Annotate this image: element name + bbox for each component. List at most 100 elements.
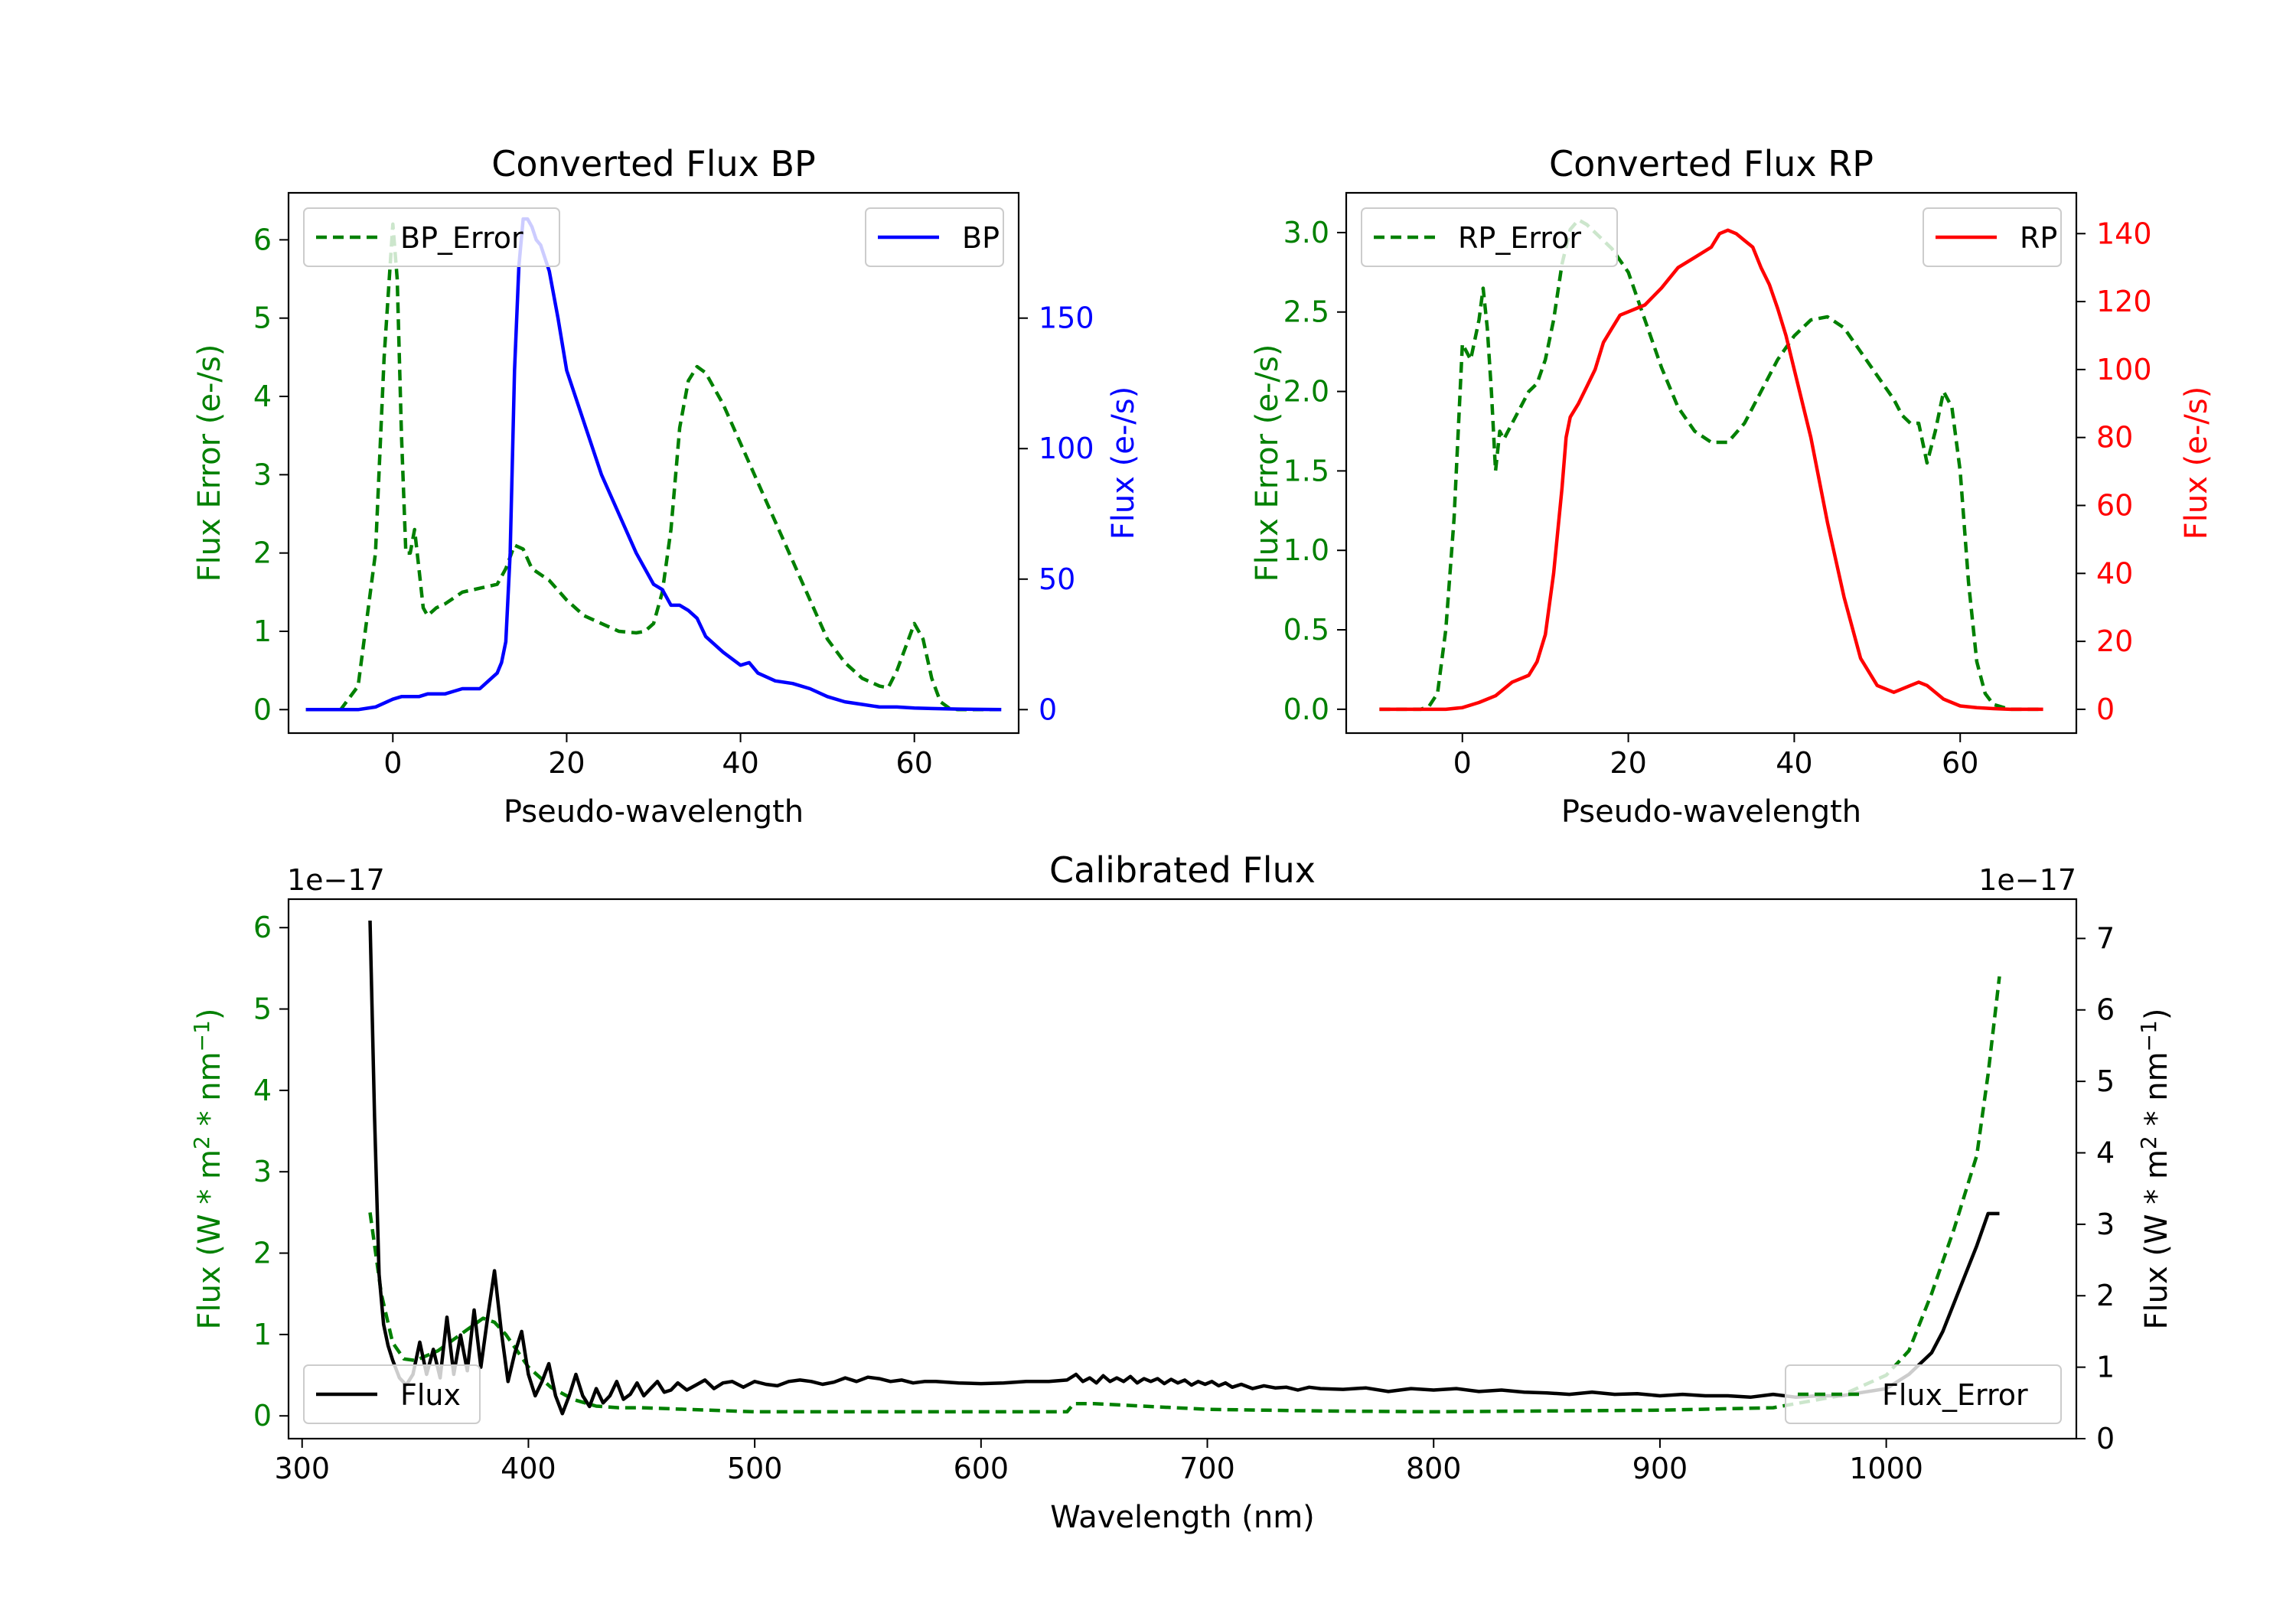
calibrated-series-group [368, 920, 2001, 1416]
y-left-tick-label: 0.0 [1283, 693, 1329, 726]
y-right-tick-label: 20 [2096, 624, 2133, 658]
y-left-tick-label: 3 [253, 458, 272, 491]
calibrated-title: Calibrated Flux [1049, 849, 1316, 891]
y-right-axis-label: Flux (W * m2 * nm−1) [2136, 1009, 2174, 1330]
legend-flux: Flux [303, 1364, 481, 1424]
y-left-tick-label: 6 [253, 223, 272, 256]
y-label-part: −1 [189, 1020, 214, 1051]
legend-label: Flux [400, 1378, 461, 1412]
rp-chart: 0 20 40 60 Pseudo-wavelength 0.0 0.5 1.0 1.5 2.0 2… [1250, 143, 2214, 830]
series-rp-error-line [1379, 218, 2043, 712]
rp-series-group [1379, 218, 2043, 712]
y-right-tick-label: 40 [2096, 556, 2133, 590]
rp-title: Converted Flux RP [1549, 143, 1874, 184]
legend-box [303, 207, 560, 267]
y-left-tick-label: 0.5 [1283, 613, 1329, 647]
y-right-tick-label: 150 [1039, 302, 1094, 335]
x-tick-label: 0 [383, 746, 402, 780]
x-tick-label: 1000 [1849, 1452, 1923, 1485]
y-label-part: ) [192, 1009, 227, 1021]
x-tick-label: 60 [896, 746, 933, 780]
y-left-tick-label: 0 [253, 1399, 272, 1433]
y-left-tick-label: 1.5 [1283, 454, 1329, 487]
series-flux-line [368, 920, 2000, 1416]
x-tick-label: 60 [1942, 746, 1978, 780]
rp-frame [1345, 191, 2078, 735]
y-right-tick-label: 2 [2096, 1279, 2115, 1312]
y-left-tick-label: 2.5 [1283, 295, 1329, 329]
y-left-tick-label: 2 [253, 1237, 272, 1270]
x-tick-label: 40 [1776, 746, 1812, 780]
bp-title: Converted Flux BP [491, 143, 816, 184]
y-left-tick-label: 5 [253, 993, 272, 1026]
legend-rp: RP [1923, 207, 2062, 267]
x-tick-label: 20 [548, 746, 585, 780]
y-left-tick-label: 4 [253, 380, 272, 413]
x-tick-label: 900 [1632, 1452, 1688, 1485]
y-right-tick-label: 0 [2096, 693, 2115, 726]
x-tick-label: 0 [1453, 746, 1472, 780]
y-label-part: Flux (W * m [192, 1149, 227, 1329]
y-label-part: −1 [2136, 1020, 2161, 1051]
calibrated-frame [287, 898, 2078, 1440]
y-right-tick-label: 80 [2096, 421, 2133, 455]
x-tick-label: 20 [1609, 746, 1646, 780]
y-right-tick-label: 50 [1039, 562, 1075, 596]
x-tick-label: 800 [1406, 1452, 1462, 1485]
x-tick-label: 700 [1179, 1452, 1235, 1485]
y-left-tick-label: 4 [253, 1074, 272, 1107]
bp-frame [287, 191, 1020, 735]
y-label-part: * nm [2139, 1051, 2174, 1136]
y-right-tick-label: 5 [2096, 1064, 2115, 1098]
y-left-tick-label: 1 [253, 614, 272, 648]
y-left-tick-label: 3.0 [1283, 216, 1329, 249]
y-left-tick-label: 2.0 [1283, 375, 1329, 409]
series-flux-error-line [368, 976, 2001, 1414]
x-axis-label: Pseudo-wavelength [1561, 794, 1861, 830]
series-rp-line [1379, 228, 2043, 712]
y-right-tick-label: 6 [2096, 993, 2115, 1027]
y-right-tick-label: 4 [2096, 1136, 2115, 1169]
legend-box [1785, 1364, 2062, 1424]
y-left-tick-label: 6 [253, 911, 272, 944]
y-right-tick-label: 7 [2096, 921, 2115, 955]
y-right-tick-label: 100 [1039, 432, 1094, 465]
legend-bp-error: BP_Error [303, 207, 560, 267]
y-label-part: * nm [192, 1051, 227, 1136]
y-label-part: Flux (W * m [2139, 1149, 2174, 1329]
y-right-tick-label: 100 [2096, 353, 2152, 386]
y-left-axis-label: Flux Error (e-/s) [192, 344, 227, 582]
legend-label: BP [962, 221, 1000, 255]
y-right-axis-label: Flux (e-/s) [1106, 386, 1141, 539]
legend-label: RP [2020, 221, 2057, 255]
offset-right-label: 1e−17 [1978, 863, 2076, 897]
x-tick-label: 600 [954, 1452, 1009, 1485]
legend-box [1361, 207, 1618, 267]
y-left-tick-label: 3 [253, 1155, 272, 1188]
y-label-part: 2 [2136, 1136, 2161, 1149]
x-tick-label: 300 [274, 1452, 330, 1485]
y-right-tick-label: 60 [2096, 489, 2133, 523]
legend-bp: BP [865, 207, 1004, 267]
x-axis-label: Pseudo-wavelength [504, 794, 804, 830]
y-left-axis-label: Flux (W * m2 * nm−1) [189, 1009, 227, 1330]
y-right-tick-label: 3 [2096, 1208, 2115, 1241]
y-left-tick-label: 1.0 [1283, 533, 1329, 567]
y-label-part: 2 [189, 1136, 214, 1149]
legend-label: RP_Error [1458, 221, 1581, 255]
legend-label: Flux_Error [1882, 1378, 2028, 1412]
legend-box [303, 1364, 481, 1424]
x-tick-label: 500 [727, 1452, 783, 1485]
x-tick-label: 40 [722, 746, 758, 780]
y-left-tick-label: 2 [253, 536, 272, 570]
y-left-tick-label: 0 [253, 693, 272, 726]
series-bp-error-line [305, 222, 1002, 712]
y-left-tick-label: 1 [253, 1318, 272, 1351]
y-right-tick-label: 1 [2096, 1351, 2115, 1384]
bp-series-group [305, 217, 1002, 712]
y-right-tick-label: 140 [2096, 217, 2152, 250]
bp-chart: 0 20 40 60Pseudo-wavelength0123456050100150… [192, 143, 1141, 830]
y-right-tick-label: 120 [2096, 285, 2152, 318]
